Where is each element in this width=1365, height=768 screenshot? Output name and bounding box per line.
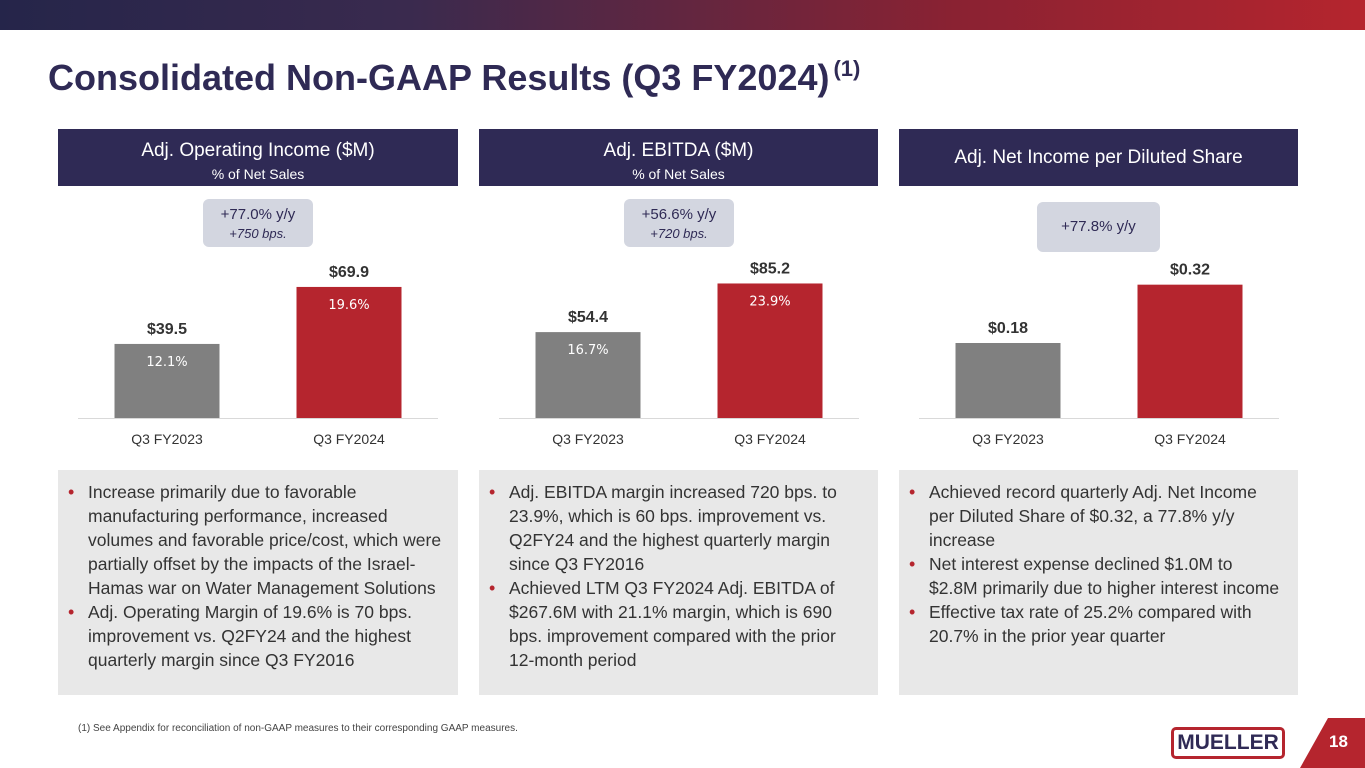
bar-q3-fy2024 — [296, 286, 402, 418]
notes-operating-income: Increase primarily due to favorable manu… — [58, 470, 458, 695]
note-item: Net interest expense declined $1.0M to $… — [909, 552, 1284, 600]
title-footnote-ref: (1) — [833, 56, 861, 81]
badge-sub: +750 bps. — [229, 226, 287, 241]
panel-subtitle: % of Net Sales — [211, 166, 305, 182]
bar-q3-fy2023 — [955, 343, 1061, 418]
note-item: Achieved LTM Q3 FY2024 Adj. EBITDA of $2… — [489, 576, 864, 672]
bar-value-label: $39.5 — [147, 321, 187, 338]
footnote: (1) See Appendix for reconciliation of n… — [78, 723, 518, 734]
panel-subtitle: % of Net Sales — [632, 166, 725, 182]
bar-margin-label: 12.1% — [146, 355, 187, 370]
chart-operating-income: $39.5 12.1% Q3 FY2023 $69.9 19.6% Q3 FY2024 — [58, 255, 458, 455]
badge-sub: +720 bps. — [650, 226, 708, 241]
panel-header-operating-income: Adj. Operating Income ($M) % of Net Sale… — [58, 129, 458, 186]
growth-badge-net-income-per-share: +77.8% y/y — [1037, 202, 1160, 252]
badge-value: +77.8% y/y — [1061, 218, 1136, 235]
x-tick-label: Q3 FY2024 — [734, 431, 806, 447]
bar-value-label: $85.2 — [750, 260, 790, 277]
bar-value-label: $54.4 — [568, 309, 608, 326]
note-item: Adj. EBITDA margin increased 720 bps. to… — [489, 480, 864, 576]
x-tick-label: Q3 FY2023 — [972, 431, 1044, 447]
note-item: Effective tax rate of 25.2% compared wit… — [909, 600, 1284, 648]
mueller-logo: MUELLER — [1171, 727, 1285, 759]
page-number: 18 — [1329, 732, 1348, 751]
note-item: Increase primarily due to favorable manu… — [68, 480, 444, 600]
growth-badge-ebitda: +56.6% y/y +720 bps. — [624, 199, 734, 247]
bar-value-label: $69.9 — [329, 264, 369, 281]
panel-header-ebitda: Adj. EBITDA ($M) % of Net Sales — [479, 129, 878, 186]
x-tick-label: Q3 FY2024 — [313, 431, 385, 447]
bar-q3-fy2024 — [1137, 284, 1243, 418]
panel-title: Adj. Operating Income ($M) — [141, 140, 375, 161]
notes-net-income-per-share: Achieved record quarterly Adj. Net Incom… — [899, 470, 1298, 695]
note-item: Adj. Operating Margin of 19.6% is 70 bps… — [68, 600, 444, 672]
bar-margin-label: 16.7% — [567, 343, 608, 358]
bar-value-label: $0.32 — [1170, 262, 1210, 279]
bar-margin-label: 19.6% — [328, 298, 369, 313]
panel-title: Adj. Net Income per Diluted Share — [954, 147, 1243, 168]
growth-badge-operating-income: +77.0% y/y +750 bps. — [203, 199, 313, 247]
bar-q3-fy2023 — [114, 343, 220, 418]
panel-header-net-income-per-share: Adj. Net Income per Diluted Share — [899, 129, 1298, 186]
bar-value-label: $0.18 — [988, 320, 1028, 337]
x-tick-label: Q3 FY2023 — [552, 431, 624, 447]
panel-title: Adj. EBITDA ($M) — [603, 140, 754, 161]
notes-ebitda: Adj. EBITDA margin increased 720 bps. to… — [479, 470, 878, 695]
note-item: Achieved record quarterly Adj. Net Incom… — [909, 480, 1284, 552]
x-tick-label: Q3 FY2024 — [1154, 431, 1226, 447]
chart-net-income-per-share: $0.18 Q3 FY2023 $0.32 Q3 FY2024 — [899, 255, 1299, 455]
bar-q3-fy2024 — [717, 283, 823, 418]
top-banner — [0, 0, 1365, 30]
badge-value: +77.0% y/y — [220, 206, 296, 223]
chart-ebitda: $54.4 16.7% Q3 FY2023 $85.2 23.9% Q3 FY2024 — [479, 255, 879, 455]
badge-value: +56.6% y/y — [641, 206, 717, 223]
bar-q3-fy2023 — [535, 332, 641, 418]
x-tick-label: Q3 FY2023 — [131, 431, 203, 447]
page-title: Consolidated Non-GAAP Results (Q3 FY2024… — [48, 56, 861, 98]
bar-margin-label: 23.9% — [749, 294, 790, 309]
